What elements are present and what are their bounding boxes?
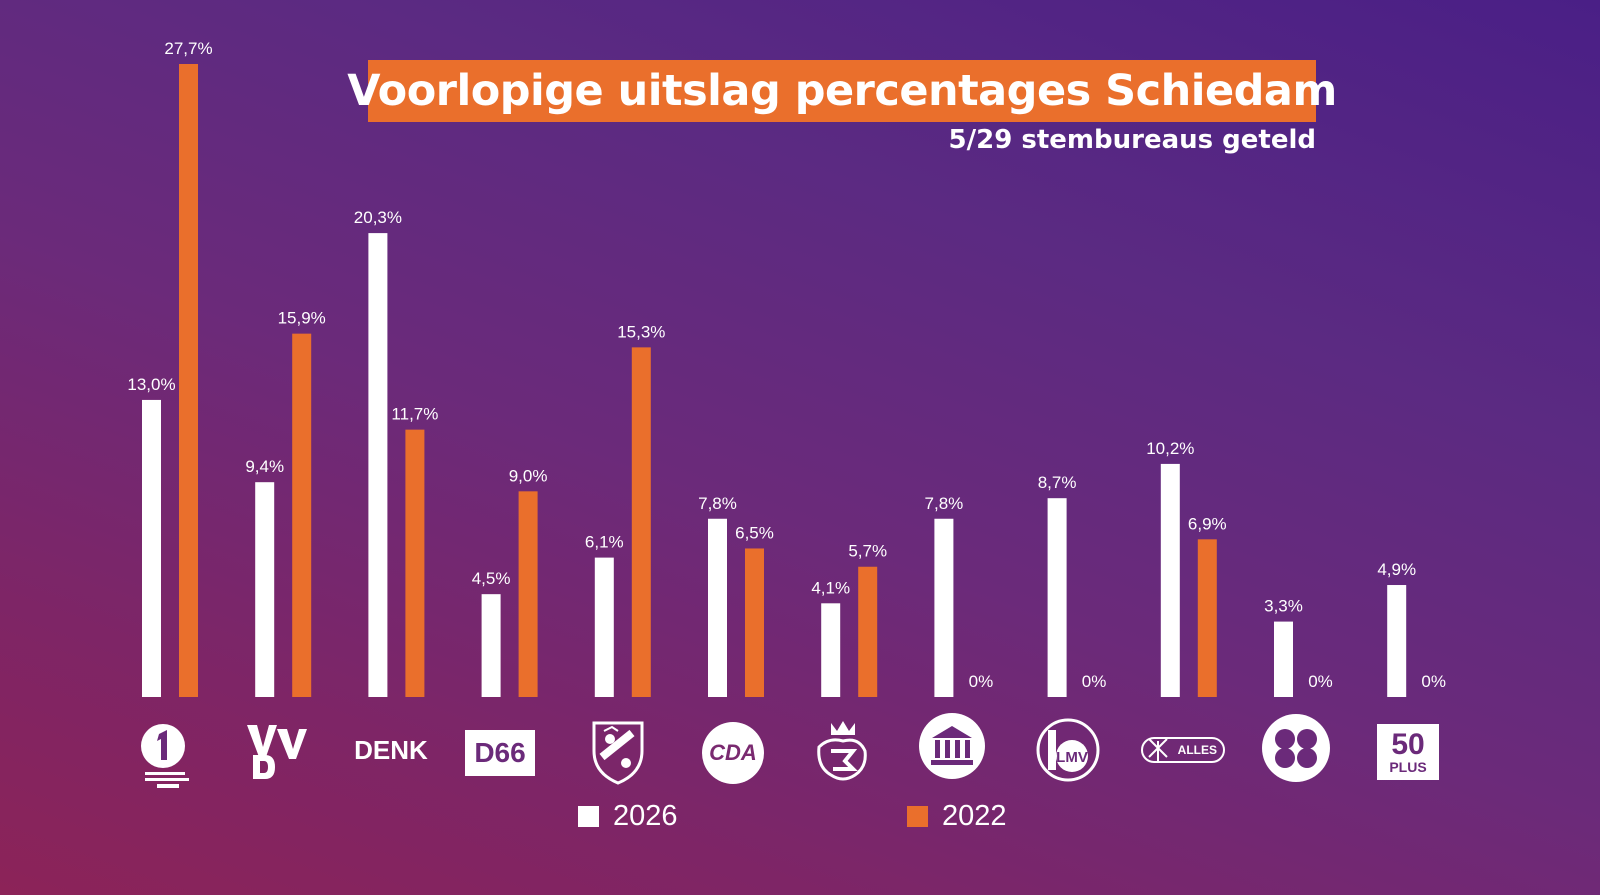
lmv-logo-icon: LMV bbox=[1028, 710, 1108, 790]
windmill-alles-icon: ALLES bbox=[1140, 710, 1226, 790]
data-label-2026-7: 7,8% bbox=[925, 494, 964, 513]
bar-2026-6 bbox=[821, 603, 841, 697]
legend-2022: 2022 bbox=[907, 800, 1007, 833]
data-label-2022-9: 6,9% bbox=[1188, 514, 1227, 533]
data-label-2022-3: 9,0% bbox=[509, 466, 548, 485]
data-label-2026-1: 9,4% bbox=[245, 457, 284, 476]
data-label-2026-2: 20,3% bbox=[354, 208, 402, 227]
bar-2026-5 bbox=[708, 518, 727, 697]
legend-label-2022: 2022 bbox=[942, 800, 1007, 832]
data-label-2022-8: 0% bbox=[1082, 672, 1107, 691]
one-logo-icon bbox=[126, 712, 206, 792]
svg-text:LMV: LMV bbox=[1056, 749, 1088, 766]
bar-2022-0 bbox=[179, 64, 198, 697]
bar-2022-4 bbox=[631, 347, 651, 697]
classical-building-icon bbox=[912, 706, 992, 786]
vvd-logo-icon bbox=[236, 712, 316, 792]
data-label-2026-9: 10,2% bbox=[1146, 439, 1194, 458]
data-label-2022-0: 27,7% bbox=[164, 39, 212, 58]
bar-2022-2 bbox=[405, 429, 425, 697]
50plus-logo-icon: 50 PLUS bbox=[1368, 712, 1448, 792]
bar-2026-11 bbox=[1387, 585, 1407, 697]
data-label-2026-6: 4,1% bbox=[811, 578, 850, 597]
bar-2026-7 bbox=[934, 518, 954, 697]
bar-2026-8 bbox=[1047, 498, 1067, 697]
data-label-2026-11: 4,9% bbox=[1377, 560, 1416, 579]
chart-title: Voorlopige uitslag percentages Schiedam bbox=[347, 66, 1337, 116]
data-label-2022-7: 0% bbox=[969, 672, 994, 691]
data-label-2022-6: 5,7% bbox=[848, 542, 887, 561]
lion-crest-icon bbox=[802, 712, 882, 792]
data-label-2022-10: 0% bbox=[1308, 672, 1333, 691]
data-label-2026-4: 6,1% bbox=[585, 533, 624, 552]
bar-2026-9 bbox=[1160, 463, 1180, 697]
data-label-2022-5: 6,5% bbox=[735, 523, 774, 542]
cda-logo-icon: CDA bbox=[693, 713, 773, 793]
legend-2026: 2026 bbox=[578, 800, 678, 833]
data-label-2022-4: 15,3% bbox=[617, 322, 665, 341]
bar-2022-5 bbox=[745, 548, 764, 697]
data-label-2026-5: 7,8% bbox=[698, 494, 737, 513]
bar-2022-9 bbox=[1197, 539, 1217, 697]
bar-2022-6 bbox=[858, 566, 878, 697]
bar-2026-4 bbox=[594, 557, 614, 697]
chart-subtitle: 5/29 stembureaus geteld bbox=[948, 125, 1316, 155]
d66-logo-icon: D66 bbox=[460, 713, 540, 793]
bar-2026-3 bbox=[481, 594, 501, 697]
data-label-2026-8: 8,7% bbox=[1038, 473, 1077, 492]
data-label-2026-3: 4,5% bbox=[472, 569, 511, 588]
bar-2022-3 bbox=[518, 491, 538, 697]
data-label-2022-2: 11,7% bbox=[391, 405, 438, 424]
title-banner: Voorlopige uitslag percentages Schiedam bbox=[347, 60, 1337, 122]
data-label-2022-1: 15,9% bbox=[278, 309, 326, 328]
bar-2022-1 bbox=[292, 333, 312, 697]
data-label-2026-0: 13,0% bbox=[127, 375, 175, 394]
bar-2026-10 bbox=[1274, 621, 1293, 697]
legend-swatch-2022 bbox=[907, 806, 928, 827]
bar-2026-1 bbox=[255, 482, 275, 697]
bar-2026-2 bbox=[368, 233, 388, 698]
clover-logo-icon bbox=[1256, 708, 1336, 788]
data-label-2026-10: 3,3% bbox=[1264, 597, 1303, 616]
coat-of-arms-icon bbox=[578, 712, 658, 792]
denk-logo-icon: DENK bbox=[354, 734, 428, 765]
data-label-2022-11: 0% bbox=[1421, 672, 1446, 691]
bar-2026-0 bbox=[142, 399, 161, 697]
legend-label-2026: 2026 bbox=[613, 800, 678, 832]
legend-swatch-2026 bbox=[578, 806, 599, 827]
